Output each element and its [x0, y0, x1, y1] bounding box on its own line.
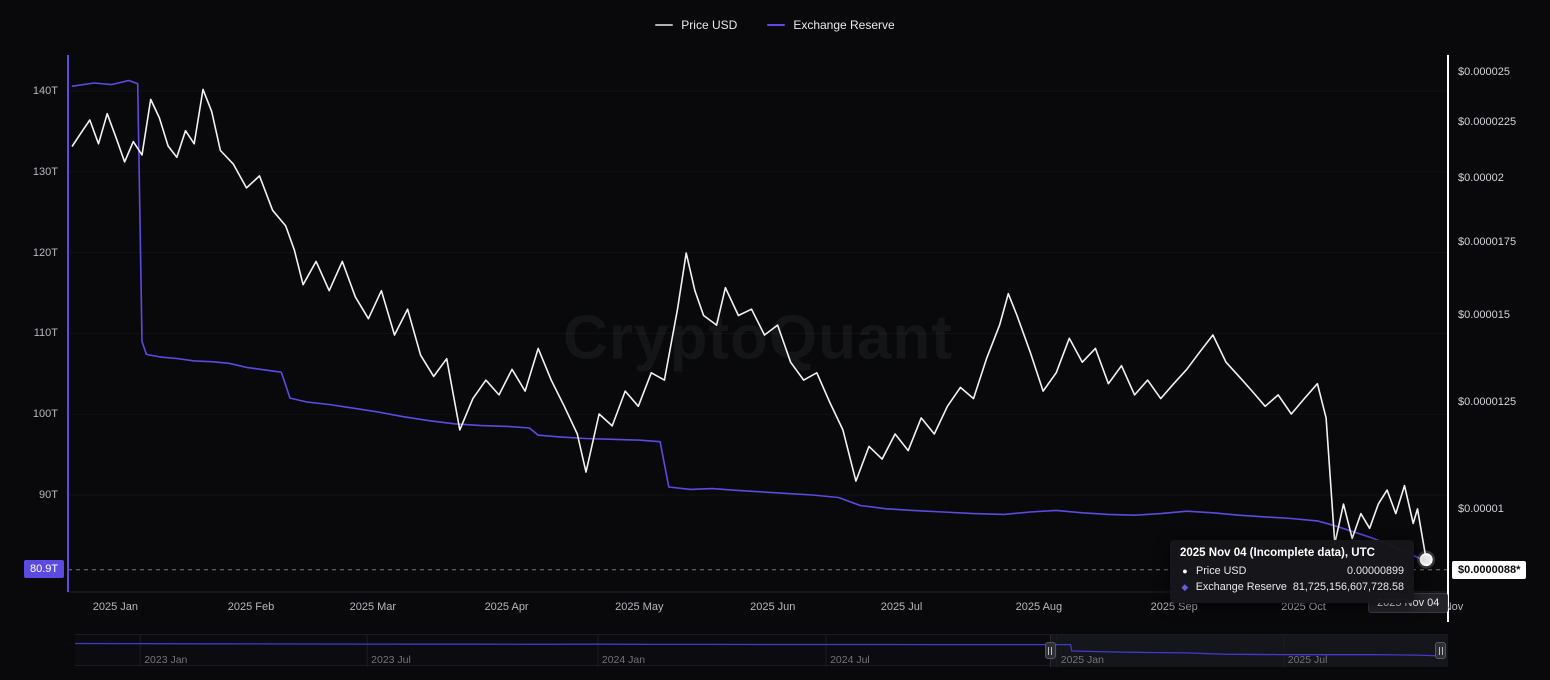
x-axis-tick: 2025 Feb: [227, 601, 275, 613]
navigator-left-handle[interactable]: [1044, 642, 1056, 659]
chart-legend: Price USD Exchange Reserve: [0, 18, 1550, 32]
tooltip-title: 2025 Nov 04 (Incomplete data), UTC: [1180, 547, 1375, 559]
y-axis-left-tick: 130T: [32, 165, 58, 178]
x-axis-tick: 2025 Oct: [1281, 601, 1326, 613]
price-last-point-marker: [1419, 553, 1433, 567]
tooltip-reserve-label: Exchange Reserve: [1195, 581, 1287, 593]
legend-item-price-usd[interactable]: Price USD: [655, 18, 737, 32]
navigator-selected-range[interactable]: [1050, 635, 1449, 667]
price-dot-icon: ●: [1182, 566, 1188, 576]
x-axis-tick: 2025 Jun: [750, 601, 796, 613]
navigator-chart[interactable]: [75, 635, 1448, 667]
y-axis-left-tick: 100T: [32, 408, 58, 421]
exchange-reserve-line: [71, 79, 1427, 563]
x-axis-tick: 2025 Aug: [1015, 601, 1063, 613]
y-axis-right-tick: $0.0000125: [1458, 396, 1517, 409]
navigator-tick-label: 2023 Jul: [371, 654, 411, 666]
reserve-diamond-icon: ◆: [1181, 582, 1189, 592]
exchange-reserve-line-swatch-icon: [767, 24, 786, 26]
y-axis-right-tick: $0.00002: [1458, 172, 1504, 185]
x-axis-tick: 2025 Jul: [880, 601, 923, 613]
tooltip-price-label: Price USD: [1196, 565, 1247, 577]
x-axis-tick: 2025 Mar: [349, 601, 397, 613]
legend-label-price-usd: Price USD: [681, 18, 738, 32]
x-axis-tick: 2025 Apr: [484, 601, 529, 613]
navigator-tick-label: 2025 Jan: [1060, 654, 1104, 666]
navigator-right-handle[interactable]: [1435, 642, 1446, 659]
y-axis-right-tick: $0.00001: [1458, 502, 1504, 515]
y-axis-right-tick: $0.000025: [1458, 65, 1510, 78]
navigator-tick-label: 2024 Jan: [601, 654, 646, 666]
y-axis-right-tick: $0.0000225: [1458, 116, 1517, 129]
tooltip-row-reserve: ◆ Exchange Reserve 81,725,156,607,728.58: [1180, 579, 1404, 595]
y-axis-left-tick: 110T: [33, 327, 58, 340]
x-axis-tick: 2025 Jan: [92, 601, 139, 613]
y-axis-left-tick: 90T: [39, 489, 58, 502]
legend-item-exchange-reserve[interactable]: Exchange Reserve: [767, 18, 895, 32]
right-axis-last-value-badge: $0.0000088*: [1452, 560, 1527, 579]
left-axis-last-value-badge: 80.9T: [24, 559, 65, 578]
y-axis-left-tick: 120T: [32, 246, 58, 259]
price-usd-line: [71, 88, 1427, 561]
y-axis-right-tick: $0.000015: [1458, 309, 1510, 322]
chart-tooltip: 2025 Nov 04 (Incomplete data), UTC ● Pri…: [1170, 540, 1414, 603]
price-usd-line-swatch-icon: [655, 24, 674, 26]
navigator-tick-label: 2024 Jul: [830, 654, 870, 666]
date-range-navigator[interactable]: 2023 Jan 2023 Jul 2024 Jan 2024 Jul 2025 Jan…: [75, 634, 1448, 667]
navigator-reserve-line: [75, 642, 1442, 657]
legend-label-exchange-reserve: Exchange Reserve: [793, 18, 895, 32]
tooltip-price-value: 0.00000899: [1346, 565, 1404, 577]
x-axis-tick: 2025 May: [615, 601, 664, 613]
tooltip-reserve-value: 81,725,156,607,728.58: [1292, 581, 1404, 593]
y-axis-left-tick: 140T: [32, 85, 58, 98]
navigator-tick-label: 2023 Jan: [144, 654, 188, 666]
y-axis-right-tick: $0.0000175: [1458, 235, 1517, 248]
tooltip-row-price: ● Price USD 0.00000899: [1180, 563, 1404, 579]
navigator-tick-label: 2025 Jul: [1287, 654, 1328, 666]
cryptoquant-watermark: CryptoQuant: [563, 303, 953, 373]
x-axis-tick: 2025 Sep: [1150, 601, 1198, 613]
